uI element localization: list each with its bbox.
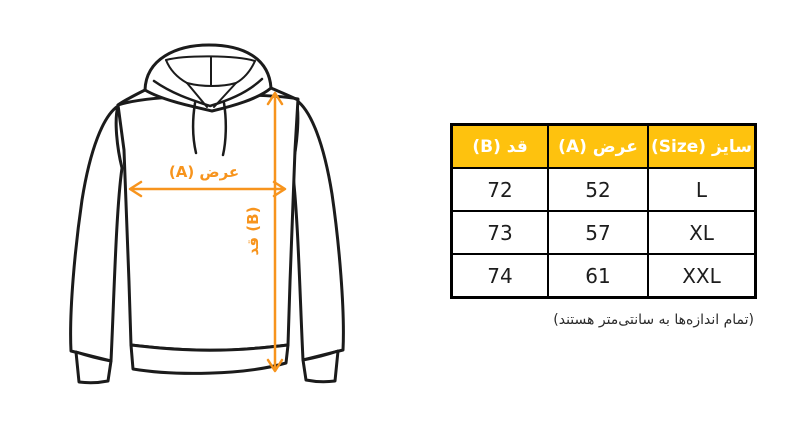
width-arrow	[128, 180, 287, 198]
size-table: سایز (Size) عرض (A) قد (B) L 52 72 XL 57…	[450, 123, 757, 299]
cell-size-row1: L	[649, 169, 754, 210]
cell-height-row2: 73	[453, 212, 547, 253]
header-cell-height: قد (B)	[453, 126, 547, 167]
width-measure-label: عرض (A)	[168, 163, 240, 181]
cell-size-row3: XXL	[649, 255, 754, 296]
height-measure-label: قد (B)	[244, 206, 262, 256]
cell-width-row2: 57	[549, 212, 647, 253]
height-arrow	[266, 91, 284, 373]
cell-height-row1: 72	[453, 169, 547, 210]
cell-width-row1: 52	[549, 169, 647, 210]
header-cell-size: سایز (Size)	[649, 126, 754, 167]
header-cell-width: عرض (A)	[549, 126, 647, 167]
cell-width-row3: 61	[549, 255, 647, 296]
cell-height-row3: 74	[453, 255, 547, 296]
units-footnote: (تمام اندازه‌ها به سانتی‌متر هستند)	[553, 312, 754, 328]
cell-size-row2: XL	[649, 212, 754, 253]
